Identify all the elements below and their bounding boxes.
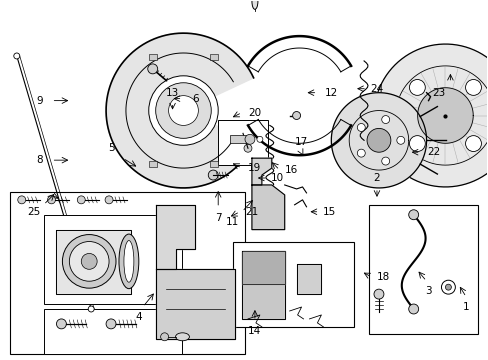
Circle shape [366, 129, 390, 152]
Circle shape [56, 319, 66, 329]
Circle shape [105, 196, 113, 204]
Polygon shape [417, 88, 472, 143]
Bar [230, 135, 245, 143]
Text: 14: 14 [248, 326, 261, 336]
Text: 15: 15 [322, 207, 335, 217]
Circle shape [381, 157, 389, 165]
Polygon shape [251, 158, 271, 185]
Bar [368, 205, 477, 334]
Text: 20: 20 [248, 108, 261, 117]
Text: 9: 9 [36, 96, 43, 105]
Circle shape [373, 289, 383, 299]
Polygon shape [56, 230, 131, 294]
Circle shape [77, 196, 85, 204]
Circle shape [396, 136, 404, 144]
Text: 18: 18 [377, 272, 390, 282]
Text: 24: 24 [369, 84, 383, 94]
Circle shape [244, 144, 251, 152]
Bar [233, 242, 353, 327]
Text: 25: 25 [27, 207, 40, 217]
Polygon shape [155, 205, 195, 269]
Circle shape [62, 235, 116, 288]
Text: 5: 5 [107, 143, 114, 153]
Text: 22: 22 [426, 147, 439, 157]
Text: 17: 17 [294, 137, 307, 147]
Polygon shape [373, 44, 488, 187]
Bar [43, 309, 182, 354]
Circle shape [14, 53, 20, 59]
Ellipse shape [175, 333, 189, 341]
Polygon shape [106, 33, 253, 188]
Circle shape [408, 136, 425, 152]
Circle shape [208, 170, 218, 180]
Polygon shape [242, 251, 284, 319]
Text: 4: 4 [135, 312, 142, 322]
Bar [10, 192, 244, 354]
Circle shape [88, 306, 94, 312]
Ellipse shape [123, 240, 134, 282]
Bar [148, 54, 156, 60]
Circle shape [47, 196, 55, 204]
Circle shape [161, 333, 168, 341]
Circle shape [244, 134, 254, 144]
Circle shape [357, 149, 365, 157]
Circle shape [292, 112, 300, 120]
Ellipse shape [119, 234, 139, 289]
Text: 23: 23 [431, 88, 444, 98]
Circle shape [147, 64, 157, 74]
Text: 8: 8 [36, 155, 43, 165]
Circle shape [256, 136, 263, 142]
Circle shape [18, 196, 26, 204]
Circle shape [408, 304, 418, 314]
Text: 19: 19 [248, 163, 261, 173]
Text: 13: 13 [165, 88, 179, 98]
Circle shape [148, 76, 218, 145]
Ellipse shape [251, 0, 257, 9]
Circle shape [168, 96, 198, 125]
Text: 3: 3 [425, 286, 431, 296]
Circle shape [445, 284, 450, 290]
Circle shape [357, 123, 365, 131]
Polygon shape [331, 93, 426, 188]
Circle shape [465, 136, 481, 152]
Polygon shape [155, 269, 235, 339]
Bar [148, 161, 156, 167]
Text: 6: 6 [192, 94, 198, 104]
Text: 7: 7 [214, 213, 221, 223]
Text: 11: 11 [225, 217, 238, 227]
Bar [218, 121, 267, 165]
Circle shape [81, 253, 97, 269]
Circle shape [465, 80, 481, 95]
Text: 16: 16 [285, 165, 298, 175]
Circle shape [441, 280, 454, 294]
Text: 10: 10 [271, 173, 284, 183]
Circle shape [408, 210, 418, 220]
Text: 2: 2 [373, 173, 380, 183]
Circle shape [155, 83, 211, 138]
Polygon shape [251, 185, 284, 230]
Circle shape [408, 80, 425, 95]
Bar [43, 215, 182, 304]
Text: 1: 1 [462, 302, 468, 312]
Text: 21: 21 [245, 207, 258, 217]
Bar [210, 54, 218, 60]
Circle shape [381, 116, 389, 123]
Circle shape [69, 242, 109, 281]
Polygon shape [242, 251, 284, 284]
Text: 12: 12 [324, 88, 337, 98]
Polygon shape [296, 264, 321, 294]
Bar [210, 161, 218, 167]
Circle shape [106, 319, 116, 329]
